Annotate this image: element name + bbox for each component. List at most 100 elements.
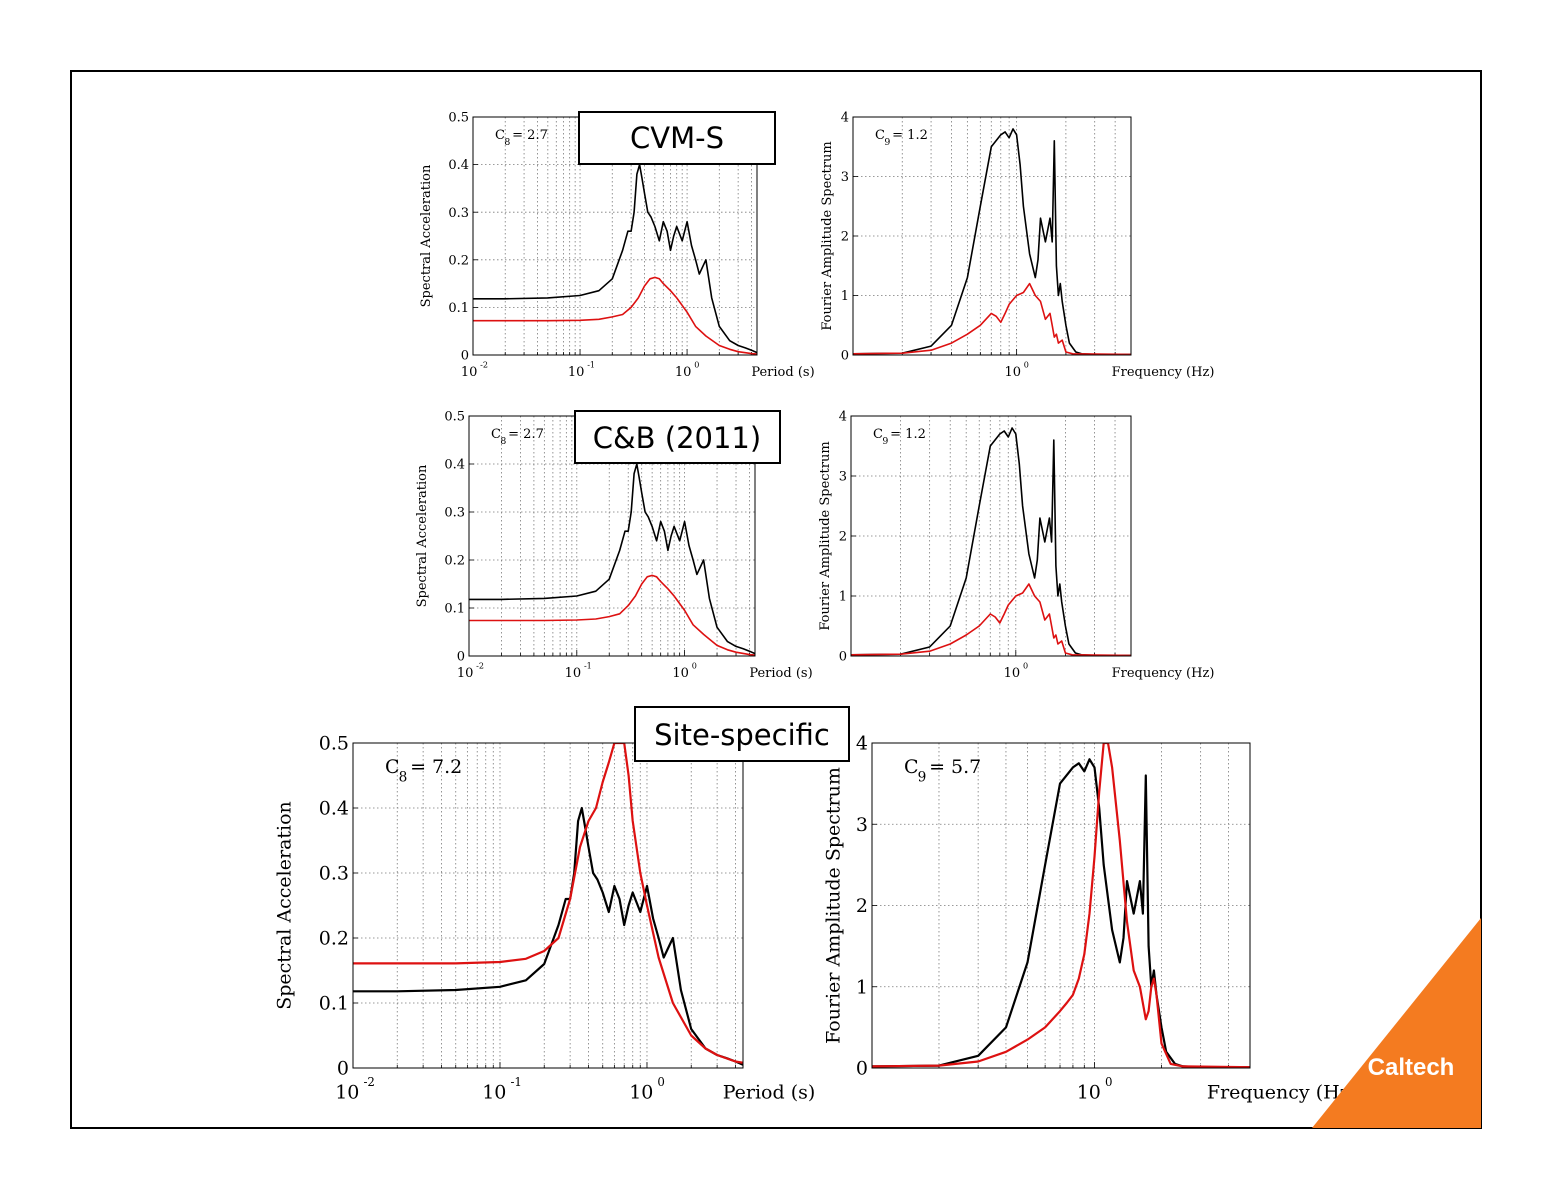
- series-red-line: [353, 743, 743, 1064]
- x-tick-exponent: 0: [657, 1075, 665, 1089]
- x-tick-label: 10: [1004, 365, 1021, 380]
- x-tick-exponent: 0: [692, 661, 697, 670]
- y-tick-label: 2: [856, 895, 868, 917]
- x-tick-exponent: 0: [1024, 360, 1029, 369]
- x-tick-exponent: -2: [480, 360, 488, 369]
- x-axis-label: Period (s): [751, 365, 814, 380]
- x-tick-label: 10: [629, 1081, 653, 1103]
- label-site: Site-specific: [634, 706, 850, 762]
- axes-frame: [852, 116, 1132, 356]
- series-black-line: [353, 806, 743, 1066]
- y-tick-label: 0.2: [448, 253, 469, 268]
- coefficient-subscript: 8: [504, 137, 510, 148]
- y-tick-label: 0.2: [319, 928, 349, 950]
- coefficient-value: = 5.7: [929, 756, 981, 778]
- y-tick-label: 3: [839, 470, 847, 485]
- x-tick-label: 10: [461, 365, 478, 380]
- coefficient-subscript: 9: [918, 770, 927, 786]
- y-axis-label: Spectral Acceleration: [415, 464, 430, 607]
- y-tick-label: 2: [839, 530, 847, 545]
- x-tick-exponent: 0: [1023, 661, 1028, 670]
- y-axis-label: Fourier Amplitude Spectrum: [818, 441, 833, 630]
- series-red-line: [473, 276, 757, 355]
- axes-frame: [850, 415, 1132, 657]
- x-tick-exponent: -2: [363, 1075, 374, 1089]
- coefficient-annotation: C: [875, 128, 885, 143]
- label-site-text: Site-specific: [654, 718, 830, 752]
- chart-fas_site: 0 1 2 3 4 10 0 Frequency (Hz) Fourier Amplitude …: [823, 733, 1357, 1104]
- coefficient-value: = 7.2: [410, 756, 462, 778]
- logo-text: Caltech: [1368, 1054, 1455, 1081]
- y-tick-label: 1: [839, 590, 847, 605]
- logo-triangle: [1312, 918, 1481, 1128]
- coefficient-annotation: C: [904, 756, 919, 778]
- y-tick-label: 0.4: [448, 158, 469, 173]
- coefficient-subscript: 9: [884, 137, 890, 148]
- coefficient-value: = 2.7: [512, 128, 548, 143]
- y-tick-label: 0: [839, 650, 847, 665]
- y-axis-label: Fourier Amplitude Spectrum: [823, 767, 845, 1044]
- y-tick-label: 4: [856, 733, 868, 755]
- x-tick-label: 10: [335, 1081, 359, 1103]
- label-cb: C&B (2011): [574, 410, 781, 464]
- label-cvm: CVM-S: [578, 111, 776, 165]
- coefficient-value: = 2.7: [508, 427, 544, 442]
- y-axis-label: Spectral Acceleration: [273, 801, 295, 1010]
- y-tick-label: 0.1: [319, 993, 349, 1015]
- coefficient-subscript: 8: [500, 436, 506, 447]
- axes-frame: [352, 742, 744, 1069]
- x-tick-label: 10: [568, 365, 585, 380]
- series-black-line: [853, 128, 1131, 355]
- y-axis-label: Fourier Amplitude Spectrum: [820, 141, 835, 330]
- y-tick-label: 4: [839, 410, 847, 425]
- plot-area: [353, 743, 743, 1068]
- x-tick-label: 10: [457, 666, 474, 681]
- x-tick-exponent: 0: [694, 360, 699, 369]
- x-tick-label: 10: [1077, 1081, 1101, 1103]
- y-tick-label: 2: [841, 230, 849, 245]
- y-tick-label: 0: [457, 650, 465, 665]
- y-tick-label: 0.5: [448, 111, 469, 126]
- coefficient-subscript: 9: [882, 436, 888, 447]
- y-tick-label: 4: [841, 111, 849, 126]
- y-tick-label: 0: [856, 1058, 868, 1080]
- y-tick-label: 1: [856, 976, 868, 998]
- caltech-logo: Caltech: [1312, 918, 1481, 1128]
- label-cb-text: C&B (2011): [593, 421, 761, 455]
- coefficient-annotation: C: [385, 756, 400, 778]
- y-tick-label: 0: [461, 349, 469, 364]
- x-axis-label: Period (s): [723, 1081, 816, 1103]
- y-tick-label: 0.3: [319, 863, 349, 885]
- series-black-line: [469, 463, 755, 655]
- x-axis-label: Frequency (Hz): [1207, 1081, 1357, 1103]
- x-tick-exponent: -2: [476, 661, 484, 670]
- x-tick-label: 10: [565, 666, 582, 681]
- y-tick-label: 0.1: [444, 602, 465, 617]
- series-red-line: [853, 282, 1131, 355]
- y-tick-label: 0: [337, 1058, 349, 1080]
- y-tick-label: 0.4: [444, 458, 465, 473]
- coefficient-value: = 1.2: [892, 128, 928, 143]
- y-tick-label: 0.3: [444, 506, 465, 521]
- y-tick-label: 0.3: [448, 206, 469, 221]
- y-tick-label: 0.5: [319, 733, 349, 755]
- x-tick-exponent: 0: [1105, 1075, 1113, 1089]
- coefficient-value: = 1.2: [890, 427, 926, 442]
- y-tick-label: 0.1: [448, 301, 469, 316]
- series-red-line: [851, 583, 1131, 656]
- series-black-line: [851, 427, 1131, 656]
- series-black-line: [473, 163, 757, 354]
- y-tick-label: 0.2: [444, 554, 465, 569]
- y-tick-label: 3: [856, 814, 868, 836]
- x-tick-label: 10: [1004, 666, 1021, 681]
- y-tick-label: 0: [841, 349, 849, 364]
- y-tick-label: 1: [841, 289, 849, 304]
- coefficient-annotation: C: [873, 427, 883, 442]
- charts-layer: 00.10.20.30.40.510 -2 10 -1 10 0 Period (s)Spe…: [273, 111, 1357, 1104]
- chart-sa_site: 00.10.20.30.40.510 -2 10 -1 10 0 Period (s)Spe…: [273, 733, 815, 1104]
- plot-area: [853, 117, 1131, 355]
- x-axis-label: Period (s): [749, 666, 812, 681]
- coefficient-subscript: 8: [399, 770, 408, 786]
